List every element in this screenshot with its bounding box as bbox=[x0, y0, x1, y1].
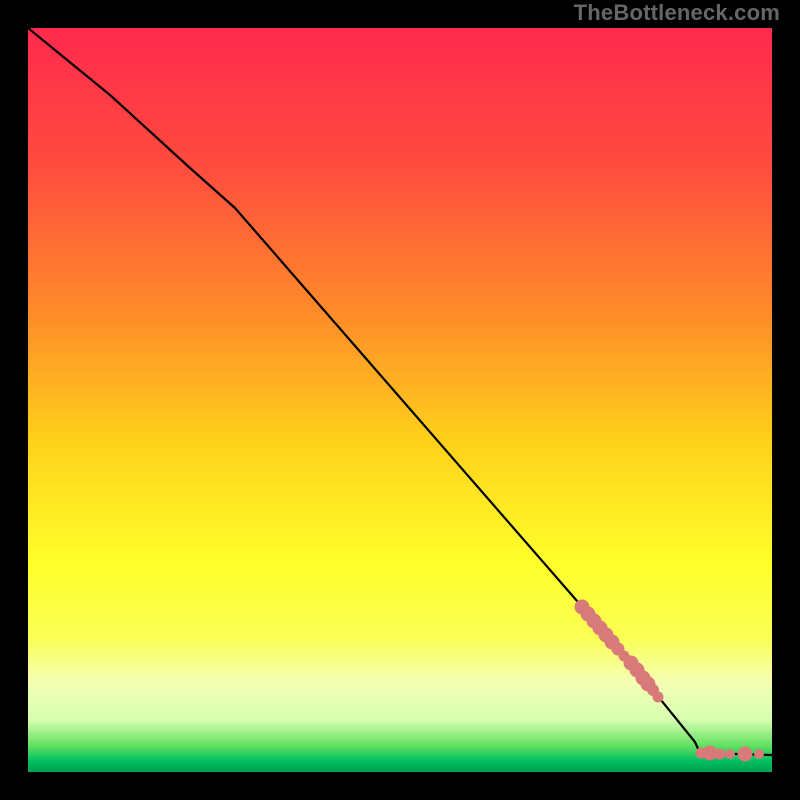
scatter-point bbox=[738, 747, 753, 762]
chart-canvas: TheBottleneck.com bbox=[0, 0, 800, 800]
scatter-point bbox=[725, 749, 735, 759]
watermark-text: TheBottleneck.com bbox=[574, 0, 780, 26]
plot-area bbox=[28, 28, 772, 772]
scatter-point bbox=[653, 692, 664, 703]
chart-svg bbox=[0, 0, 800, 800]
scatter-point bbox=[754, 749, 764, 759]
plot-top-overlay bbox=[28, 28, 772, 34]
scatter-point bbox=[715, 749, 726, 760]
